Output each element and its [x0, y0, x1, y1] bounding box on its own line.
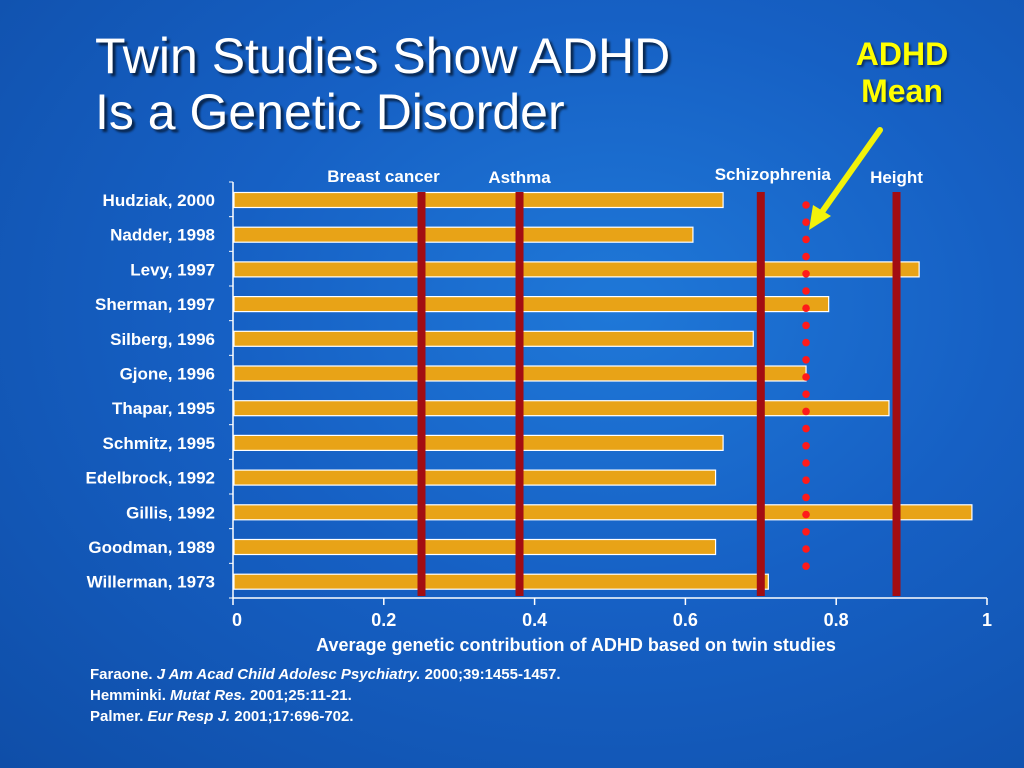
title-line-1: Twin Studies Show ADHD — [95, 28, 671, 84]
mean-label-line-2: Mean — [861, 73, 943, 109]
bar — [233, 434, 724, 451]
category-label: Goodman, 1989 — [88, 538, 215, 557]
reference-item: Hemminki. Mutat Res. 2001;25:11-21. — [90, 687, 352, 704]
category-label: Edelbrock, 1992 — [86, 469, 215, 488]
mean-line-dot — [802, 459, 810, 467]
category-label: Nadder, 1998 — [110, 226, 215, 245]
mean-line-dot — [802, 373, 810, 381]
bar — [233, 400, 890, 417]
reference-line-label: Height — [870, 168, 923, 187]
mean-line-dot — [802, 562, 810, 570]
bar — [233, 296, 830, 313]
mean-line-dot — [802, 304, 810, 313]
mean-line-dot — [802, 545, 810, 553]
reference-line-label: Asthma — [488, 168, 551, 187]
mean-line-dot — [802, 476, 810, 485]
reference-line-label: Schizophrenia — [715, 165, 832, 184]
mean-arrow-head — [809, 205, 831, 230]
reference-item: Faraone. J Am Acad Child Adolesc Psychia… — [90, 666, 561, 683]
x-tick-label: 0.8 — [824, 610, 849, 630]
bar — [233, 330, 754, 347]
reference-item: Palmer. Eur Resp J. 2001;17:696-702. — [90, 708, 354, 725]
mean-line-dot — [802, 356, 810, 364]
mean-line-dot — [802, 493, 810, 502]
category-label: Levy, 1997 — [130, 260, 215, 279]
x-axis-label: Average genetic contribution of ADHD bas… — [316, 635, 836, 655]
reference-line-label: Breast cancer — [327, 167, 440, 186]
bar — [233, 191, 724, 209]
bar — [233, 504, 973, 521]
mean-line-dot — [802, 218, 810, 226]
category-label: Willerman, 1973 — [87, 573, 215, 592]
x-tick-label: 0.6 — [673, 610, 698, 630]
mean-line-dot — [802, 270, 810, 278]
category-label: Gillis, 1992 — [126, 503, 215, 522]
x-tick-label: 1 — [982, 610, 992, 630]
category-label: Schmitz, 1995 — [103, 434, 215, 453]
bar — [233, 469, 717, 486]
category-label: Sherman, 1997 — [95, 295, 215, 314]
category-label: Hudziak, 2000 — [103, 191, 215, 210]
mean-line-dot — [802, 510, 810, 519]
x-tick-label: 0.4 — [522, 610, 547, 630]
x-tick-label: 0 — [232, 610, 242, 630]
mean-line-dot — [802, 528, 810, 536]
mean-line-dot — [802, 442, 810, 450]
mean-line-dot — [802, 235, 810, 244]
mean-line-dot — [802, 424, 810, 433]
mean-arrow-shaft — [819, 127, 883, 215]
bar — [233, 226, 694, 243]
category-label: Silberg, 1996 — [110, 330, 215, 349]
category-label: Gjone, 1996 — [120, 365, 215, 384]
mean-line-dot — [802, 407, 810, 416]
bar — [233, 261, 920, 278]
mean-line-dot — [802, 338, 810, 347]
mean-line-dot — [802, 390, 810, 399]
category-label: Thapar, 1995 — [112, 399, 215, 418]
mean-label-line-1: ADHD — [855, 36, 949, 72]
slide-title: Twin Studies Show ADHD Is a Genetic Diso… — [95, 28, 670, 140]
x-tick-label: 0.2 — [371, 610, 396, 630]
references: Faraone. J Am Acad Child Adolesc Psychia… — [90, 664, 561, 727]
adhd-mean-label: ADHD Mean — [832, 36, 972, 110]
mean-line-dot — [802, 252, 810, 261]
mean-line-dot — [802, 201, 810, 209]
bar — [233, 573, 769, 590]
bar — [233, 538, 717, 556]
title-line-2: Is a Genetic Disorder — [95, 84, 565, 140]
mean-line-dot — [802, 287, 810, 295]
mean-line-dot — [802, 321, 810, 330]
